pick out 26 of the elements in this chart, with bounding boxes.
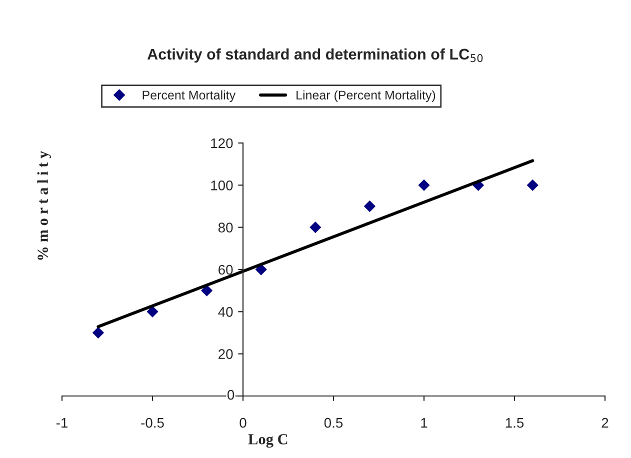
x-tick-label: 0.5 xyxy=(324,418,343,428)
y-axis-title: % m o r t a l i t y xyxy=(37,151,52,260)
x-tick-label: -1 xyxy=(56,418,68,428)
point xyxy=(364,200,376,212)
point xyxy=(92,327,104,338)
y-tick-label: 0 xyxy=(227,390,234,400)
x-tick-label: -0.5 xyxy=(141,418,164,428)
x-tick-label: 1 xyxy=(421,418,428,428)
x-tick-label: 1.5 xyxy=(506,418,524,428)
x-tick-label: 0 xyxy=(240,418,246,428)
legend-label: Linear (Percent Mortality) xyxy=(296,90,436,102)
legend-label: Percent Mortality xyxy=(142,90,236,102)
chart-title: Activity of standard and determination of LC$_{50}$ xyxy=(147,48,483,63)
y-tick-label: 20 xyxy=(218,349,233,360)
point xyxy=(146,306,158,318)
y-tick-label: 100 xyxy=(211,180,233,190)
y-tick-label: 40 xyxy=(218,307,233,317)
point xyxy=(526,179,538,191)
point xyxy=(418,179,430,191)
point xyxy=(310,222,322,234)
y-tick-label: 60 xyxy=(218,264,233,275)
y-tick-label: 80 xyxy=(218,222,233,233)
x-axis-title: Log C xyxy=(248,434,288,448)
y-tick-label: 120 xyxy=(211,138,233,148)
x-tick-label: 2 xyxy=(602,418,608,428)
point xyxy=(201,284,212,296)
